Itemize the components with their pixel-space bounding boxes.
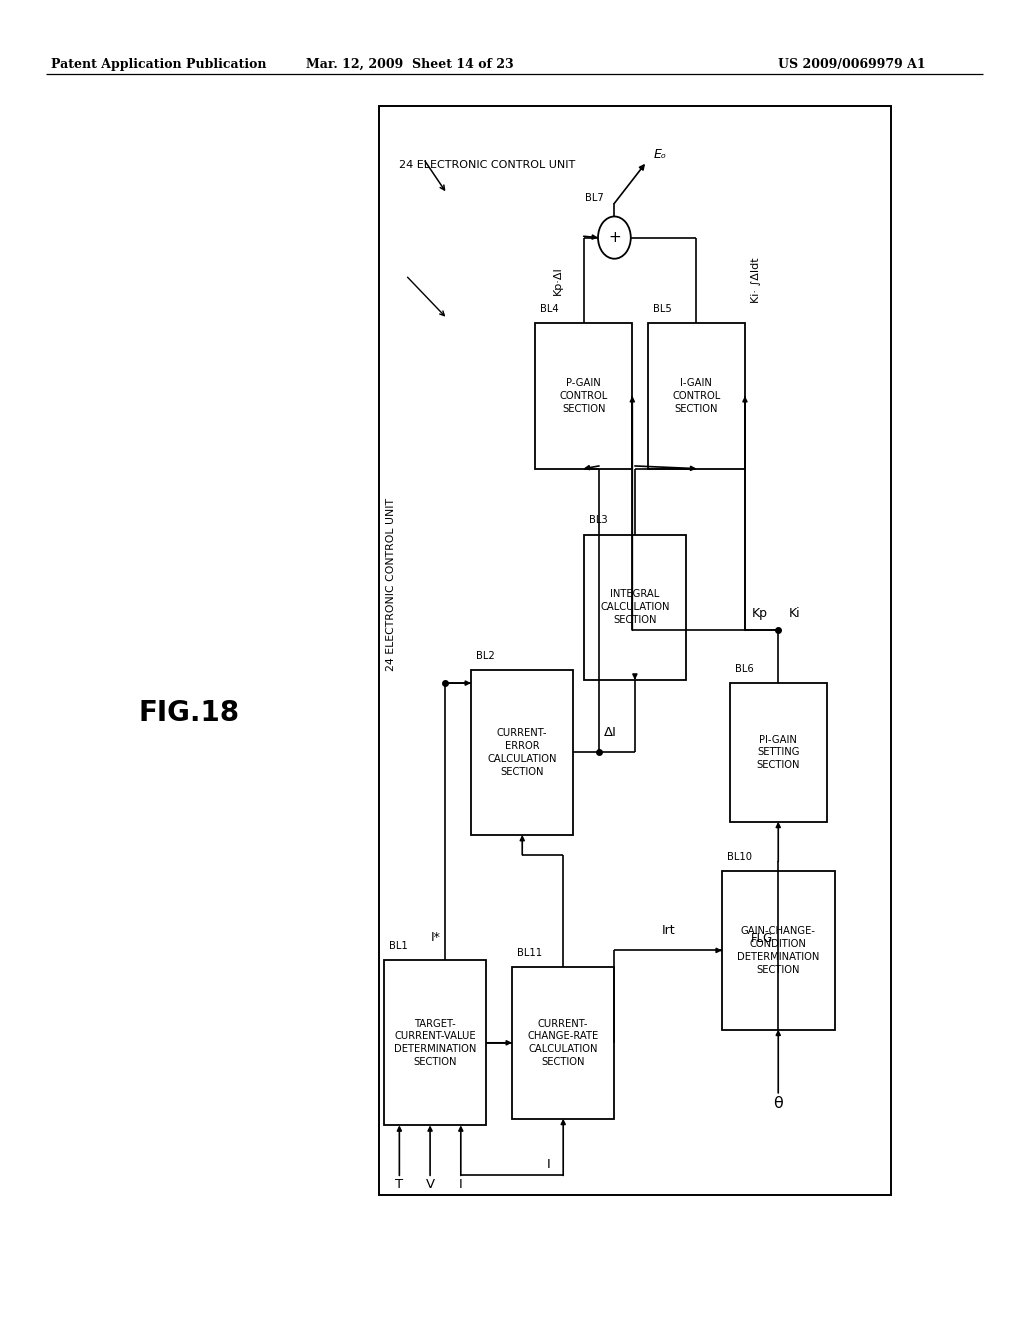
Text: BL3: BL3	[589, 515, 607, 525]
Bar	[384, 961, 486, 1125]
Text: Patent Application Publication: Patent Application Publication	[51, 58, 266, 71]
Bar	[722, 871, 835, 1030]
Bar	[512, 966, 614, 1119]
Text: V: V	[426, 1177, 434, 1191]
Bar	[379, 106, 891, 1195]
Text: Ki: Ki	[788, 607, 800, 620]
Text: I*: I*	[430, 932, 440, 945]
Text: Kp: Kp	[752, 607, 768, 620]
Text: ΔI: ΔI	[604, 726, 617, 739]
Text: Irt: Irt	[662, 924, 675, 937]
Text: BL2: BL2	[476, 651, 495, 660]
Circle shape	[598, 216, 631, 259]
Bar	[535, 323, 632, 469]
Bar	[471, 671, 573, 836]
Text: TARGET-
CURRENT-VALUE
DETERMINATION
SECTION: TARGET- CURRENT-VALUE DETERMINATION SECT…	[394, 1019, 476, 1067]
Text: Ki· ∫ΔIdt: Ki· ∫ΔIdt	[751, 257, 761, 304]
Text: FLG: FLG	[751, 932, 773, 945]
Text: GAIN-CHANGE-
CONDITION
DETERMINATION
SECTION: GAIN-CHANGE- CONDITION DETERMINATION SEC…	[737, 927, 819, 974]
Text: θ: θ	[773, 1096, 783, 1110]
Text: US 2009/0069979 A1: US 2009/0069979 A1	[778, 58, 926, 71]
Text: PI-GAIN
SETTING
SECTION: PI-GAIN SETTING SECTION	[757, 735, 800, 770]
Text: I: I	[547, 1159, 551, 1172]
Text: BL5: BL5	[653, 304, 672, 314]
Text: Kp·ΔI: Kp·ΔI	[553, 267, 563, 294]
Text: P-GAIN
CONTROL
SECTION: P-GAIN CONTROL SECTION	[559, 379, 608, 413]
Text: 24 ELECTRONIC CONTROL UNIT: 24 ELECTRONIC CONTROL UNIT	[386, 498, 396, 671]
Text: FIG.18: FIG.18	[139, 698, 240, 727]
Text: BL10: BL10	[727, 851, 752, 862]
Text: Mar. 12, 2009  Sheet 14 of 23: Mar. 12, 2009 Sheet 14 of 23	[306, 58, 513, 71]
Text: INTEGRAL
CALCULATION
SECTION: INTEGRAL CALCULATION SECTION	[600, 590, 670, 624]
Text: BL7: BL7	[586, 193, 604, 203]
Bar	[648, 323, 745, 469]
Text: I: I	[459, 1177, 463, 1191]
Bar	[584, 535, 686, 680]
Text: +: +	[608, 230, 621, 246]
Text: BL4: BL4	[541, 304, 559, 314]
Bar	[729, 684, 827, 821]
Text: CURRENT-
ERROR
CALCULATION
SECTION: CURRENT- ERROR CALCULATION SECTION	[487, 729, 557, 776]
Text: BL1: BL1	[389, 941, 408, 950]
Text: T: T	[395, 1177, 403, 1191]
Text: I-GAIN
CONTROL
SECTION: I-GAIN CONTROL SECTION	[672, 379, 721, 413]
Text: BL11: BL11	[517, 948, 543, 958]
Text: BL6: BL6	[735, 664, 754, 673]
Text: 24 ELECTRONIC CONTROL UNIT: 24 ELECTRONIC CONTROL UNIT	[399, 160, 575, 170]
Text: CURRENT-
CHANGE-RATE
CALCULATION
SECTION: CURRENT- CHANGE-RATE CALCULATION SECTION	[527, 1019, 599, 1067]
Text: Eₒ: Eₒ	[653, 148, 667, 161]
